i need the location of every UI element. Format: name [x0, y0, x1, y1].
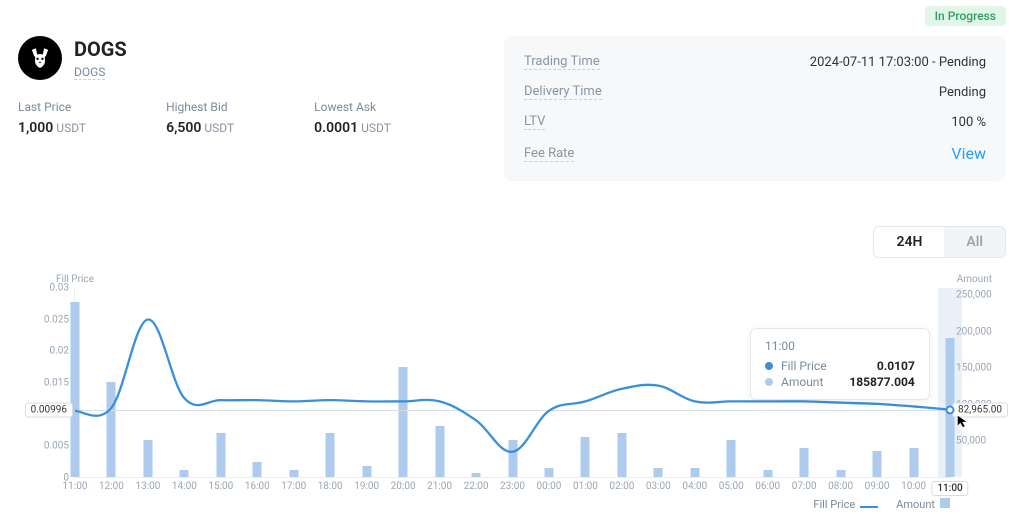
tooltip-row: Fill Price 0.0107	[765, 359, 915, 373]
chart-x-tick: 18:00	[318, 481, 343, 492]
chart-x-tick: 02:00	[609, 481, 634, 492]
tooltip-dot	[765, 362, 773, 370]
chart-container: Fill Price Amount 00.0050.010.0150.020.0…	[18, 276, 1006, 506]
stat-value: 0.0001	[314, 120, 358, 136]
chart-x-tick: 15:00	[208, 481, 233, 492]
chart-ref-left-label: 0.00996	[25, 403, 73, 418]
stat-label: Last Price	[18, 100, 86, 114]
chart-plot[interactable]: 00.0050.010.0150.020.0250.0350,000100,00…	[74, 288, 950, 478]
asset-subtitle: DOGS	[74, 65, 105, 80]
time-range-toggle[interactable]: 24H All	[873, 226, 1006, 258]
legend-bar-swatch	[940, 498, 950, 508]
chart-y-right-tick: 150,000	[956, 363, 992, 374]
chart-x-tick: 17:00	[281, 481, 306, 492]
chart-y-left-tick: 0.02	[29, 346, 69, 357]
info-card: Trading Time 2024-07-11 17:03:00 - Pendi…	[504, 36, 1006, 181]
chart-y-left-tick: 0.005	[29, 441, 69, 452]
tooltip-value: 0.0107	[877, 359, 915, 373]
dogs-icon	[27, 45, 53, 71]
info-val-delivery-time: Pending	[939, 85, 986, 100]
tooltip-row: Amount 185877.004	[765, 375, 915, 389]
legend-bar: Amount	[896, 498, 950, 511]
chart-x-tick: 10:00	[901, 481, 926, 492]
chart-end-point	[946, 406, 955, 415]
tooltip-time: 11:00	[765, 339, 915, 353]
stat-value: 1,000	[18, 120, 53, 136]
chart-y-left-tick: 0.015	[29, 378, 69, 389]
chart-x-tick: 16:00	[245, 481, 270, 492]
chart-x-tick: 11:00	[931, 481, 968, 496]
chart-x-tick: 05:00	[719, 481, 744, 492]
tooltip-key: Fill Price	[781, 359, 851, 373]
chart-legend: Fill Price Amount	[813, 498, 950, 511]
status-badge: In Progress	[925, 6, 1006, 26]
chart-x-tick: 21:00	[427, 481, 452, 492]
chart-x-tick: 22:00	[464, 481, 489, 492]
info-key-trading-time: Trading Time	[524, 54, 600, 70]
cursor-icon	[956, 414, 970, 428]
time-toggle-all[interactable]: All	[944, 227, 1005, 257]
chart-x-tick: 23:00	[500, 481, 525, 492]
time-toggle-24h[interactable]: 24H	[874, 227, 944, 257]
stat-lowest-ask: Lowest Ask 0.0001USDT	[314, 100, 391, 136]
chart-right-axis-title: Amount	[957, 274, 992, 285]
chart-x-tick: 12:00	[99, 481, 124, 492]
fee-rate-view-link[interactable]: View	[951, 144, 986, 163]
chart-y-left-tick: 0.03	[29, 283, 69, 294]
info-key-ltv: LTV	[524, 114, 545, 130]
chart-x-tick: 00:00	[537, 481, 562, 492]
stat-unit: USDT	[361, 121, 391, 135]
legend-line: Fill Price	[813, 498, 878, 511]
info-val-ltv: 100 %	[951, 115, 986, 130]
info-key-delivery-time: Delivery Time	[524, 84, 602, 100]
info-val-trading-time: 2024-07-11 17:03:00 - Pending	[810, 55, 986, 70]
chart-x-tick: 13:00	[135, 481, 160, 492]
chart-tooltip: 11:00 Fill Price 0.0107 Amount 185877.00…	[750, 328, 930, 400]
chart-x-tick: 04:00	[682, 481, 707, 492]
chart-x-tick: 09:00	[865, 481, 890, 492]
chart-y-right-tick: 50,000	[956, 436, 986, 447]
tooltip-dot	[765, 378, 773, 386]
tooltip-key: Amount	[781, 375, 823, 389]
chart-x-tick: 19:00	[354, 481, 379, 492]
stat-label: Highest Bid	[166, 100, 234, 114]
chart-y-right-tick: 200,000	[956, 326, 992, 337]
tooltip-value: 185877.004	[849, 375, 914, 389]
chart-x-tick: 01:00	[573, 481, 598, 492]
chart-x-tick: 11:00	[63, 481, 88, 492]
legend-line-swatch	[860, 506, 878, 508]
chart-x-tick: 07:00	[792, 481, 817, 492]
asset-avatar	[18, 36, 62, 80]
chart-y-right-tick: 250,000	[956, 290, 992, 301]
stat-last-price: Last Price 1,000USDT	[18, 100, 86, 136]
asset-name: DOGS	[74, 37, 127, 61]
stat-label: Lowest Ask	[314, 100, 391, 114]
chart-x-tick: 14:00	[172, 481, 197, 492]
asset-summary: DOGS DOGS Last Price 1,000USDT Highest B…	[18, 36, 480, 181]
chart-y-left-tick: 0.025	[29, 314, 69, 325]
chart-x-tick: 08:00	[828, 481, 853, 492]
stat-unit: USDT	[56, 121, 86, 135]
stat-value: 6,500	[166, 120, 201, 136]
chart-x-tick: 20:00	[391, 481, 416, 492]
stat-unit: USDT	[204, 121, 234, 135]
chart-x-tick: 03:00	[646, 481, 671, 492]
stat-highest-bid: Highest Bid 6,500USDT	[166, 100, 234, 136]
info-key-fee-rate: Fee Rate	[524, 146, 574, 162]
chart-x-tick: 06:00	[755, 481, 780, 492]
